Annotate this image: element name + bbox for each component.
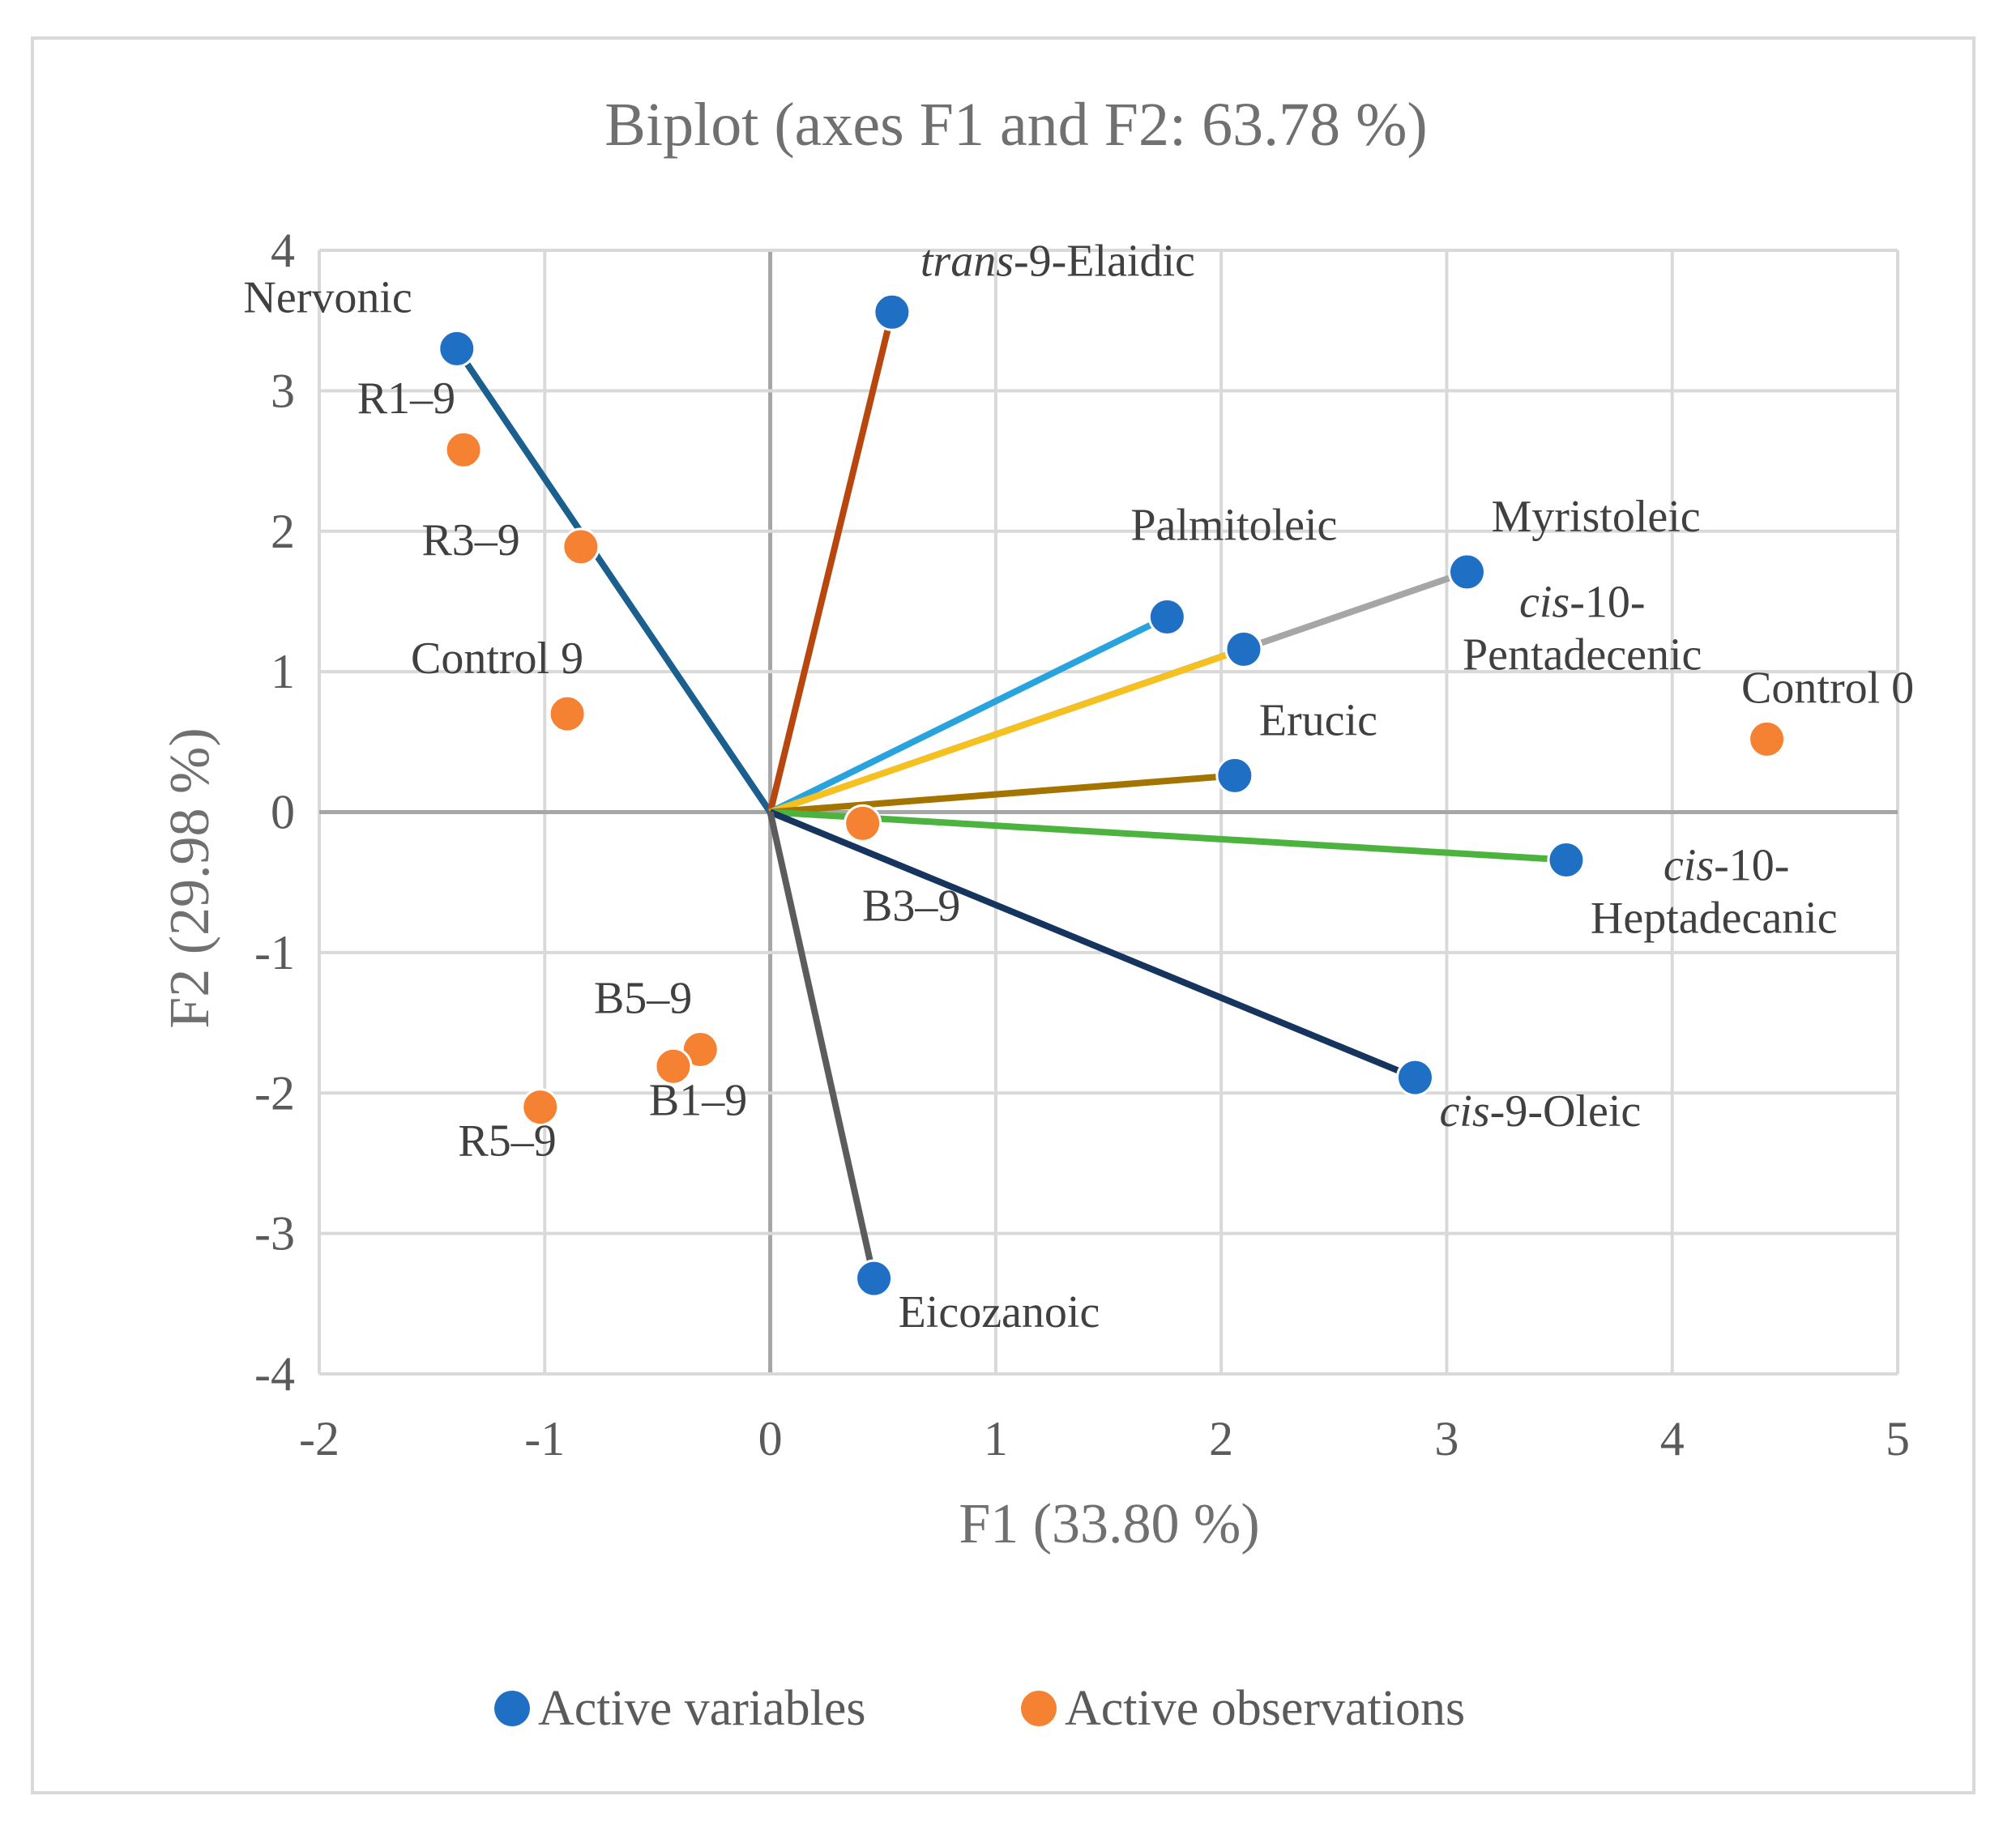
variable-label-line2: Pentadecenic bbox=[1463, 629, 1702, 680]
observation-label: B3–9 bbox=[862, 881, 960, 931]
variable-vector bbox=[769, 808, 1416, 1081]
variable-label-italic: cis bbox=[1519, 577, 1570, 627]
observation-label: Control 0 bbox=[1741, 663, 1914, 713]
y-tick-label: 3 bbox=[271, 364, 295, 417]
observation-label: B5–9 bbox=[594, 974, 692, 1024]
x-tick-label: 2 bbox=[1209, 1412, 1233, 1465]
x-axis-label: F1 (33.80 %) bbox=[959, 1493, 1259, 1555]
x-tick-label: 1 bbox=[984, 1412, 1008, 1465]
variable-label-text: Palmitoleic bbox=[1130, 501, 1337, 551]
variable-vector bbox=[454, 347, 773, 814]
observation-point bbox=[654, 1047, 693, 1086]
observation-label: Control 9 bbox=[411, 633, 583, 684]
variable-vector bbox=[770, 808, 1567, 864]
chart-title: Biplot (axes F1 and F2: 63.78 %) bbox=[604, 91, 1427, 159]
variable-point bbox=[1147, 598, 1186, 637]
observation-label: R1–9 bbox=[357, 373, 455, 424]
variable-vectors bbox=[454, 311, 1567, 1279]
variable-point bbox=[438, 329, 476, 368]
observation-label: R5–9 bbox=[458, 1116, 556, 1167]
variable-label-italic: trans bbox=[920, 236, 1014, 286]
variable-point bbox=[1547, 840, 1586, 879]
x-tick-label: -1 bbox=[524, 1412, 565, 1465]
variable-label: Nervonic bbox=[243, 272, 412, 322]
variable-vector bbox=[767, 811, 878, 1279]
legend-label: Active variables bbox=[538, 1681, 866, 1736]
y-tick-label: 2 bbox=[271, 505, 295, 558]
legend-label: Active observations bbox=[1065, 1681, 1465, 1736]
biplot-chart: Biplot (axes F1 and F2: 63.78 %) -2 -1 0 1 2… bbox=[159, 91, 1914, 1736]
variable-label-text: -9-Oleic bbox=[1490, 1086, 1642, 1137]
observation-point bbox=[521, 1088, 560, 1127]
variable-label-text: Erucic bbox=[1259, 695, 1377, 745]
y-tick-label: 4 bbox=[271, 224, 295, 277]
variable-vector bbox=[768, 613, 1169, 816]
variable-label-text: Nervonic bbox=[243, 272, 412, 322]
variable-point bbox=[1395, 1058, 1434, 1097]
variable-point bbox=[1224, 629, 1263, 668]
chart-frame: Biplot (axes F1 and F2: 63.78 %) -2 -1 0 1 2… bbox=[31, 36, 1975, 1794]
variable-label-text: Myristoleic bbox=[1491, 492, 1700, 542]
legend: Active variables Active observations bbox=[494, 1681, 1465, 1736]
variable-label: Erucic bbox=[1259, 695, 1377, 745]
observation-point bbox=[844, 804, 882, 842]
variable-vector bbox=[770, 772, 1236, 816]
y-axis-label: F2 (29.98 %) bbox=[159, 727, 221, 1028]
variable-point bbox=[873, 292, 912, 331]
variable-label-italic: cis bbox=[1664, 840, 1714, 890]
variable-label: Myristoleic bbox=[1491, 492, 1700, 542]
observation-point bbox=[548, 694, 587, 733]
observation-label: B1–9 bbox=[649, 1075, 747, 1125]
x-tick-label: -2 bbox=[299, 1412, 340, 1465]
variable-point bbox=[855, 1259, 894, 1298]
observation-point bbox=[562, 527, 600, 566]
variable-label-line2: Heptadecanic bbox=[1591, 893, 1838, 943]
variable-label-text: Eicozanoic bbox=[899, 1287, 1100, 1337]
legend-marker bbox=[1021, 1691, 1057, 1726]
x-tick-label: 4 bbox=[1660, 1412, 1685, 1465]
observation-point bbox=[1748, 719, 1787, 758]
y-tick-label: -3 bbox=[254, 1207, 295, 1261]
variable-label: cis-10- bbox=[1664, 840, 1790, 890]
variable-vector bbox=[767, 311, 895, 813]
y-tick-label: -1 bbox=[254, 926, 295, 979]
grid bbox=[318, 249, 1899, 1376]
variable-label: cis-9-Oleic bbox=[1439, 1086, 1641, 1137]
observation-label: R3–9 bbox=[421, 515, 519, 565]
legend-marker bbox=[494, 1691, 530, 1726]
y-tick-label: -2 bbox=[254, 1066, 295, 1120]
variable-vector bbox=[769, 646, 1245, 816]
variable-label: trans-9-Elaidic bbox=[920, 236, 1195, 286]
y-tick-label: 0 bbox=[271, 786, 295, 839]
point-labels: Nervonic trans-9-Elaidic Palmitoleic Myrist… bbox=[243, 236, 1914, 1337]
y-tick-label: -4 bbox=[254, 1347, 295, 1401]
variable-label: Eicozanoic bbox=[899, 1287, 1100, 1337]
variable-label-text: -10- bbox=[1570, 577, 1645, 627]
x-tick-label: 3 bbox=[1434, 1412, 1459, 1465]
observation-point bbox=[444, 430, 483, 469]
variable-point bbox=[1447, 552, 1486, 591]
variable-label-italic: cis bbox=[1439, 1086, 1489, 1137]
observation-point bbox=[681, 1030, 720, 1069]
variable-label: Palmitoleic bbox=[1130, 501, 1337, 551]
variable-label-text: -9-Elaidic bbox=[1014, 236, 1195, 286]
variable-label: cis-10- bbox=[1519, 577, 1646, 627]
variable-label-text: -10- bbox=[1714, 840, 1789, 890]
tick-labels: -2 -1 0 1 2 3 4 5 -4 -3 -2 -1 0 1 2 3 4 bbox=[254, 224, 1910, 1465]
variable-point bbox=[1215, 756, 1254, 795]
data-points bbox=[438, 292, 1787, 1298]
y-tick-label: 1 bbox=[271, 645, 295, 698]
x-tick-label: 0 bbox=[758, 1412, 783, 1465]
x-tick-label: 5 bbox=[1886, 1412, 1910, 1465]
